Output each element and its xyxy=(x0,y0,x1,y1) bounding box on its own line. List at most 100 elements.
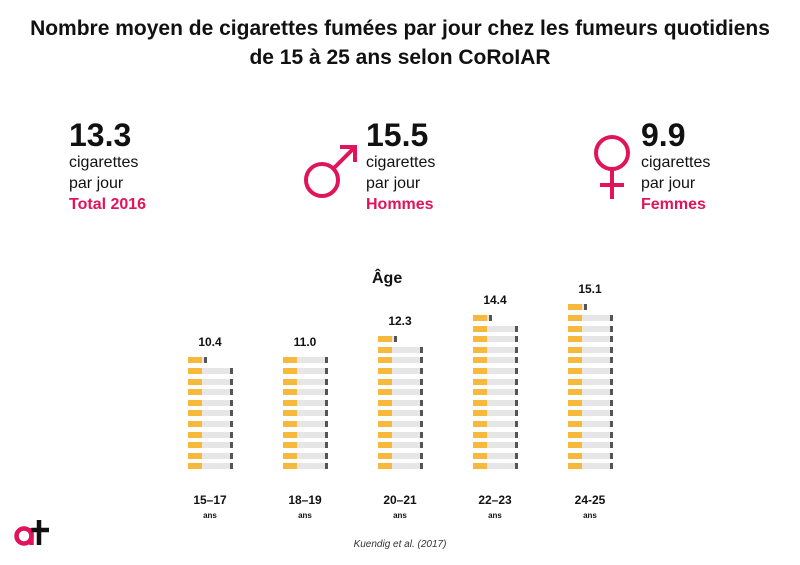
age-unit-label: ans xyxy=(488,511,502,520)
male-symbol-icon xyxy=(304,145,357,198)
stat-men: 15.5 cigarettes par jour Hommes xyxy=(366,118,435,216)
cigarette-icon xyxy=(473,410,518,417)
cigarette-icon xyxy=(378,431,423,438)
age-unit-label: ans xyxy=(203,511,217,520)
cigarette-icon xyxy=(473,389,518,396)
bar-value-label: 11.0 xyxy=(293,335,317,350)
age-unit-label: ans xyxy=(583,511,597,520)
cigarette-icon xyxy=(568,336,613,343)
cigarette-icon xyxy=(568,442,613,449)
cigarette-icon xyxy=(188,368,233,374)
source-citation: Kuendig et al. (2017) xyxy=(353,539,447,550)
cigarette-icon xyxy=(283,442,328,449)
cigarette-icon xyxy=(283,378,328,385)
cigarette-icon xyxy=(378,368,423,374)
cigarette-icon xyxy=(473,325,518,332)
cigarette-icon xyxy=(568,315,613,321)
cigarette-icon xyxy=(378,410,423,417)
stat-women-label: Femmes xyxy=(641,196,706,213)
cigarette-icon xyxy=(473,421,518,427)
cigarette-icon xyxy=(188,410,233,417)
cigarette-icon xyxy=(188,442,233,449)
cigarette-icon xyxy=(188,389,233,396)
stat-men-line1: cigarettes xyxy=(366,154,436,171)
cigarette-icon xyxy=(188,421,233,427)
cigarette-icon xyxy=(473,452,518,459)
cigarette-icon xyxy=(283,463,328,470)
at-logo-icon xyxy=(14,520,49,546)
cigarette-icon xyxy=(568,421,613,427)
cigarette-icon xyxy=(188,431,233,438)
age-category-label: 20–21 xyxy=(383,493,417,507)
cigarette-icon xyxy=(568,389,613,396)
cigarette-icon xyxy=(473,346,518,353)
cigarette-icon xyxy=(473,399,518,406)
cigarette-icon xyxy=(378,378,423,385)
cigarette-icon xyxy=(188,452,233,459)
cigarette-icon xyxy=(378,357,423,364)
bar-value-label: 14.4 xyxy=(483,293,507,307)
cigarette-icon xyxy=(283,389,328,396)
bar-value-label: 12.3 xyxy=(388,314,412,329)
stat-women-value: 9.9 xyxy=(641,117,686,153)
age-unit-label: ans xyxy=(298,511,312,520)
age-category-label: 15–17 xyxy=(193,493,227,507)
cigarette-icon xyxy=(568,463,613,470)
cigarette-icon xyxy=(188,463,233,470)
cigarette-icon xyxy=(283,357,328,364)
age-category-label: 18–19 xyxy=(288,493,322,507)
title-line-2: de 15 à 25 ans selon CoRoIAR xyxy=(249,46,551,69)
cigarette-icon xyxy=(473,431,518,438)
cigarette-icon xyxy=(568,452,613,459)
cigarette-icon xyxy=(568,325,613,332)
cigarette-icon xyxy=(473,463,518,470)
stat-total-value: 13.3 xyxy=(69,117,132,153)
cigarette-icon xyxy=(378,336,397,343)
cigarette-icon xyxy=(473,368,518,374)
cigarette-icon xyxy=(568,378,613,385)
stat-men-label: Hommes xyxy=(366,196,434,213)
cigarette-icon xyxy=(568,410,613,417)
chart-axis-title: Âge xyxy=(372,270,403,287)
stat-men-line2: par jour xyxy=(366,175,421,192)
cigarette-icon xyxy=(378,442,423,449)
chart-title: Nombre moyen de cigarettes fumées par jo… xyxy=(0,14,800,72)
cigarette-icon xyxy=(568,431,613,438)
stat-women-line2: par jour xyxy=(641,175,696,192)
cigarette-icon xyxy=(283,452,328,459)
age-category-label: 24-25 xyxy=(574,493,606,507)
age-category-label: 22–23 xyxy=(478,493,512,507)
cigarette-icon xyxy=(473,442,518,449)
bar-value-label: 15.1 xyxy=(578,282,602,297)
cigarette-icon xyxy=(568,304,587,311)
age-unit-label: ans xyxy=(393,511,407,520)
cigarette-icon xyxy=(568,399,613,406)
cigarette-icon xyxy=(473,378,518,385)
stat-women: 9.9 cigarettes par jour Femmes xyxy=(641,118,710,216)
cigarette-icon xyxy=(568,346,613,353)
cigarette-icon xyxy=(568,357,613,364)
cigarette-icon xyxy=(473,315,492,321)
cigarette-icon xyxy=(378,346,423,353)
cigarette-icon xyxy=(283,368,328,374)
cigarette-icon xyxy=(378,421,423,427)
cigarette-icon xyxy=(378,399,423,406)
stat-total-label: Total 2016 xyxy=(69,196,147,213)
cigarette-icon xyxy=(568,368,613,374)
bar-value-label: 10.4 xyxy=(198,335,222,350)
stat-total: 13.3 cigarettes par jour Total 2016 xyxy=(69,118,146,216)
female-symbol-icon xyxy=(594,135,630,199)
cigarette-icon xyxy=(283,431,328,438)
stat-total-line2: par jour xyxy=(69,175,124,192)
cigarette-icon xyxy=(283,410,328,417)
stat-men-value: 15.5 xyxy=(366,117,429,153)
stat-women-line1: cigarettes xyxy=(641,154,711,171)
cigarette-icon xyxy=(378,389,423,396)
cigarette-icon xyxy=(188,399,233,406)
stat-total-line1: cigarettes xyxy=(69,154,139,171)
cigarette-icon xyxy=(473,357,518,364)
cigarette-icon xyxy=(473,336,518,343)
title-line-1: Nombre moyen de cigarettes fumées par jo… xyxy=(30,17,770,40)
cigarette-icon xyxy=(283,399,328,406)
cigarette-icon xyxy=(378,452,423,459)
